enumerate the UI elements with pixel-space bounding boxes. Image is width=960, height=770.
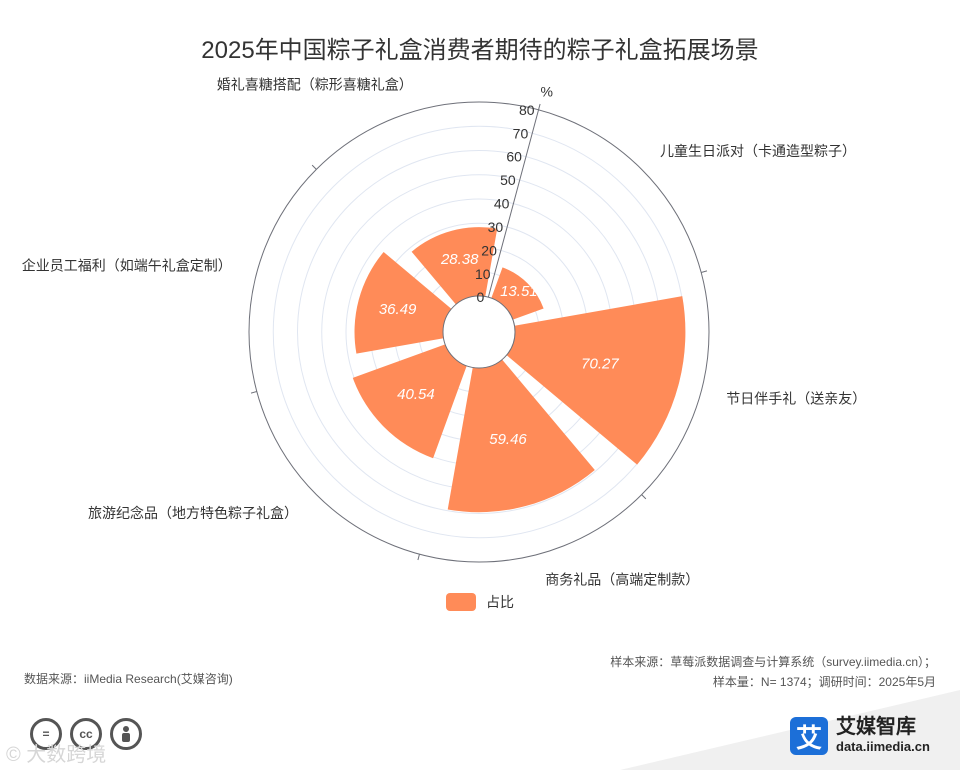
value-label: 28.38 xyxy=(440,251,479,268)
bar-4[interactable] xyxy=(354,251,452,354)
polar-bar-chart: 13.51 70.27 59.46 40.54 36.49 28.38 0 10 20 30 40 5… xyxy=(22,77,867,588)
license-icons: = cc xyxy=(30,718,142,750)
radial-axis xyxy=(487,109,540,298)
sample-info: 样本来源：草莓派数据调查与计算系统（survey.iimedia.cn）； 样本… xyxy=(610,652,936,692)
angle-tick xyxy=(701,270,708,273)
category-label: 旅游纪念品（地方特色粽子礼盒） xyxy=(88,505,298,521)
category-label: 儿童生日派对（卡通造型粽子） xyxy=(660,143,856,159)
radial-tick-label: 20 xyxy=(481,242,497,258)
legend-swatch xyxy=(446,593,476,611)
category-label: 婚礼喜糖搭配（粽形喜糖礼盒） xyxy=(217,77,413,93)
radial-tick-label: 80 xyxy=(519,102,535,118)
radial-tick-label: 50 xyxy=(500,172,516,188)
radial-tick-label: 30 xyxy=(488,219,504,235)
category-label: 企业员工福利（如端午礼盒定制） xyxy=(22,258,232,274)
cc-icon: cc xyxy=(70,718,102,750)
angle-tick xyxy=(538,103,541,110)
angle-tick xyxy=(311,164,317,170)
angle-tick xyxy=(417,554,420,561)
radial-tick-label: 70 xyxy=(513,125,529,141)
category-label: 节日伴手礼（送亲友） xyxy=(726,390,866,406)
legend-label: 占比 xyxy=(486,594,514,610)
watermark: © 大数跨境 xyxy=(6,744,107,766)
radial-tick-label: 60 xyxy=(506,149,522,165)
bar-1[interactable] xyxy=(506,296,686,465)
bar-3[interactable] xyxy=(352,344,467,459)
angle-tick xyxy=(641,494,647,500)
category-label: 商务礼品（高端定制款） xyxy=(545,571,699,587)
outer-axis-circle xyxy=(248,101,710,563)
bar-2[interactable] xyxy=(447,359,595,513)
equals-icon: = xyxy=(30,718,62,750)
brand-url: data.iimedia.cn xyxy=(836,739,930,754)
value-label: 36.49 xyxy=(379,301,417,318)
radial-tick-label: 0 xyxy=(477,289,485,305)
value-label: 13.51 xyxy=(500,283,538,300)
brand-logo: 艾 xyxy=(790,717,828,755)
value-label: 40.54 xyxy=(397,386,435,403)
bar-0[interactable] xyxy=(491,267,544,320)
legend[interactable]: 占比 xyxy=(446,592,514,612)
radial-tick-label: 10 xyxy=(475,266,491,282)
sample-size: 样本量：N= 1374；调研时间：2025年5月 xyxy=(712,675,936,689)
brand-name: 艾媒智库 xyxy=(836,716,916,738)
radial-tick-label: 40 xyxy=(494,196,510,212)
brand: 艾 艾媒智库 data.iimedia.cn xyxy=(790,716,930,756)
bar-5[interactable] xyxy=(411,227,498,305)
unit-label: % xyxy=(540,83,552,99)
chart-title: 2025年中国粽子礼盒消费者期待的粽子礼盒拓展场景 xyxy=(201,37,759,64)
data-source: 数据来源：iiMedia Research(艾媒咨询) xyxy=(24,672,233,686)
sample-source: 样本来源：草莓派数据调查与计算系统（survey.iimedia.cn）； xyxy=(610,655,936,669)
angle-tick xyxy=(250,391,257,394)
inner-circle xyxy=(442,295,516,369)
person-icon xyxy=(110,718,142,750)
value-label: 70.27 xyxy=(581,355,619,372)
value-label: 59.46 xyxy=(489,431,527,448)
